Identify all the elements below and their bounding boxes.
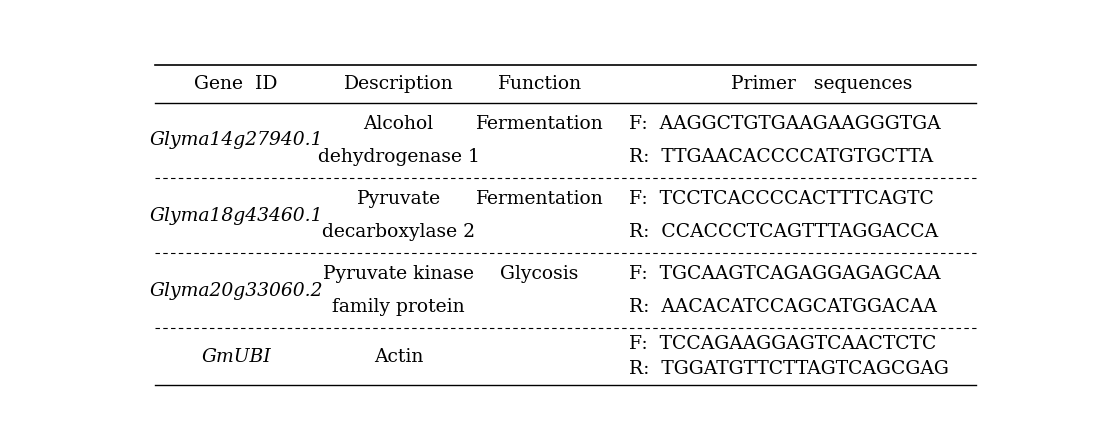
- Text: Pyruvate kinase: Pyruvate kinase: [323, 265, 474, 283]
- Text: R:  TGGATGTTCTTAGTCAGCGAG: R: TGGATGTTCTTAGTCAGCGAG: [630, 360, 950, 378]
- Text: R:  AACACATCCAGCATGGACAA: R: AACACATCCAGCATGGACAA: [630, 298, 938, 316]
- Text: GmUBI: GmUBI: [202, 348, 271, 366]
- Text: Gene  ID: Gene ID: [194, 75, 278, 93]
- Text: Actin: Actin: [374, 348, 424, 366]
- Text: Glyma18g43460.1: Glyma18g43460.1: [149, 206, 323, 225]
- Text: R:  CCACCCTCAGTTTAGGACCA: R: CCACCCTCAGTTTAGGACCA: [630, 223, 939, 241]
- Text: Fermentation: Fermentation: [475, 190, 603, 208]
- Text: dehydrogenase 1: dehydrogenase 1: [318, 148, 480, 166]
- Text: Function: Function: [497, 75, 581, 93]
- Text: Fermentation: Fermentation: [475, 114, 603, 133]
- Text: Alcohol: Alcohol: [364, 114, 433, 133]
- Text: Glyma20g33060.2: Glyma20g33060.2: [149, 282, 323, 300]
- Text: Glyma14g27940.1: Glyma14g27940.1: [149, 131, 323, 149]
- Text: F:  AAGGCTGTGAAGAAGGGTGA: F: AAGGCTGTGAAGAAGGGTGA: [630, 114, 941, 133]
- Text: F:  TGCAAGTCAGAGGAGAGCAA: F: TGCAAGTCAGAGGAGAGCAA: [630, 265, 941, 283]
- Text: family protein: family protein: [332, 298, 464, 316]
- Text: decarboxylase 2: decarboxylase 2: [322, 223, 475, 241]
- Text: Description: Description: [344, 75, 453, 93]
- Text: F:  TCCTCACCCCACTTTCAGTC: F: TCCTCACCCCACTTTCAGTC: [630, 190, 934, 208]
- Text: R:  TTGAACACCCCATGTGCTTA: R: TTGAACACCCCATGTGCTTA: [630, 148, 933, 166]
- Text: F:  TCCAGAAGGAGTCAACTCTC: F: TCCAGAAGGAGTCAACTCTC: [630, 335, 936, 353]
- Text: Primer   sequences: Primer sequences: [731, 75, 912, 93]
- Text: Pyruvate: Pyruvate: [356, 190, 441, 208]
- Text: Glycosis: Glycosis: [501, 265, 579, 283]
